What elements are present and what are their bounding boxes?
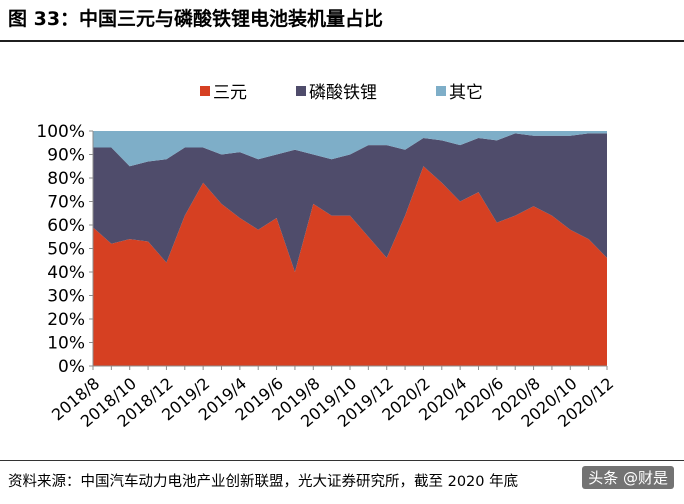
- legend-label: 三元: [213, 83, 247, 103]
- chart-areas: [93, 131, 607, 366]
- source-note: 资料来源：中国汽车动力电池产业创新联盟，光大证券研究所，截至 2020 年底: [8, 474, 519, 490]
- y-tick-label: 10%: [47, 334, 85, 354]
- watermark: 头条 @财是: [582, 466, 674, 489]
- source-divider: [0, 460, 684, 461]
- x-axis: 2018/82018/102018/122019/22019/42019/620…: [48, 365, 617, 431]
- y-tick-label: 30%: [47, 287, 85, 307]
- y-tick-label: 0%: [58, 357, 85, 377]
- chart-title: 图 33：中国三元与磷酸铁锂电池装机量占比: [8, 8, 384, 30]
- y-tick-label: 50%: [47, 240, 85, 260]
- area-series-2: [93, 131, 607, 167]
- legend-swatch: [200, 86, 210, 96]
- area-series-1: [93, 133, 607, 272]
- y-tick-label: 90%: [47, 146, 85, 166]
- legend-label: 磷酸铁锂: [309, 83, 377, 103]
- y-tick-label: 40%: [47, 263, 85, 283]
- title-divider: [0, 40, 684, 42]
- y-tick-label: 60%: [47, 216, 85, 236]
- y-tick-label: 80%: [47, 169, 85, 189]
- area-series-0: [93, 166, 607, 366]
- stacked-area-chart: 三元 磷酸铁锂 其它 0% 10% 20% 30% 40% 50% 60% 70% 80% 90% 10…: [36, 83, 617, 431]
- y-axis: 0% 10% 20% 30% 40% 50% 60% 70% 80% 90% 100%: [36, 122, 94, 377]
- legend-swatch: [436, 86, 446, 96]
- legend-label: 其它: [449, 83, 483, 103]
- legend-swatch: [296, 86, 306, 96]
- y-tick-label: 20%: [47, 310, 85, 330]
- y-tick-label: 70%: [47, 193, 85, 213]
- y-tick-label: 100%: [36, 122, 85, 142]
- legend: 三元 磷酸铁锂 其它: [200, 83, 483, 103]
